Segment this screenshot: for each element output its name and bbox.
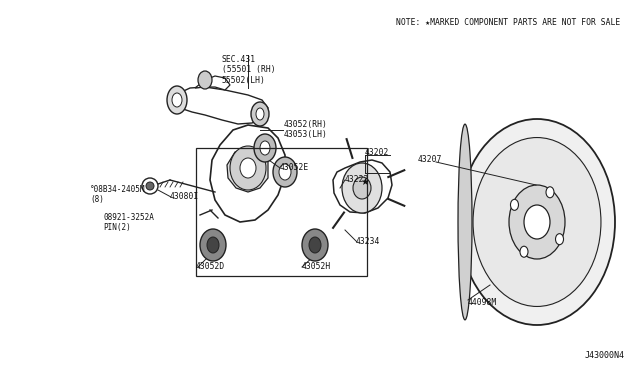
Text: 43202: 43202	[365, 148, 389, 157]
Text: °08B34-2405M
(8): °08B34-2405M (8)	[90, 185, 145, 204]
Text: ★: ★	[360, 177, 369, 187]
Ellipse shape	[146, 182, 154, 190]
Text: SEC.431
(55501 (RH)
55502(LH): SEC.431 (55501 (RH) 55502(LH)	[222, 55, 276, 85]
Polygon shape	[333, 160, 392, 213]
Ellipse shape	[458, 124, 472, 320]
Text: NOTE: ★MARKED COMPONENT PARTS ARE NOT FOR SALE: NOTE: ★MARKED COMPONENT PARTS ARE NOT FO…	[396, 18, 620, 27]
Ellipse shape	[200, 229, 226, 261]
Ellipse shape	[509, 185, 565, 259]
Ellipse shape	[520, 246, 528, 257]
Text: 08921-3252A
PIN(2): 08921-3252A PIN(2)	[103, 213, 154, 232]
Ellipse shape	[309, 237, 321, 253]
Polygon shape	[210, 125, 285, 222]
Text: 44098M: 44098M	[468, 298, 497, 307]
Ellipse shape	[353, 177, 371, 199]
Ellipse shape	[251, 102, 269, 126]
Text: 43080I: 43080I	[170, 192, 199, 201]
Ellipse shape	[240, 158, 256, 178]
Polygon shape	[172, 87, 268, 124]
Ellipse shape	[511, 199, 518, 210]
Text: 43052D: 43052D	[196, 262, 225, 271]
Bar	[196, 148, 367, 276]
Ellipse shape	[198, 71, 212, 89]
Ellipse shape	[167, 86, 187, 114]
Text: 43222: 43222	[345, 175, 369, 184]
Ellipse shape	[273, 157, 297, 187]
Ellipse shape	[142, 178, 158, 194]
Ellipse shape	[230, 146, 266, 190]
Text: 43052(RH)
43053(LH): 43052(RH) 43053(LH)	[284, 120, 328, 140]
Ellipse shape	[473, 138, 601, 307]
Polygon shape	[227, 148, 268, 192]
Ellipse shape	[302, 229, 328, 261]
Ellipse shape	[172, 93, 182, 107]
Ellipse shape	[254, 134, 276, 162]
Ellipse shape	[256, 108, 264, 120]
Ellipse shape	[546, 187, 554, 198]
Ellipse shape	[342, 163, 382, 213]
Polygon shape	[195, 76, 230, 90]
Text: 43052H: 43052H	[302, 262, 332, 271]
Text: 43207: 43207	[418, 155, 442, 164]
Text: 43052E: 43052E	[280, 163, 309, 172]
Ellipse shape	[556, 234, 563, 245]
Ellipse shape	[260, 141, 270, 155]
Text: J43000N4: J43000N4	[585, 351, 625, 360]
Ellipse shape	[524, 205, 550, 239]
Text: 43234: 43234	[356, 237, 380, 246]
Ellipse shape	[279, 164, 291, 180]
Ellipse shape	[459, 119, 615, 325]
Ellipse shape	[207, 237, 219, 253]
